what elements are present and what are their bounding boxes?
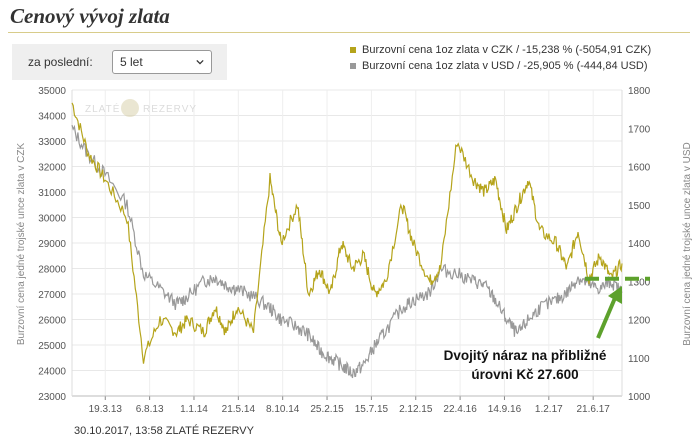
y-tick-label-right: 1200 [628, 316, 651, 327]
x-tick-label: 2.12.15 [399, 404, 433, 415]
x-tick-label: 6.8.13 [136, 404, 164, 415]
page-title: Cenový vývoj zlata [10, 4, 170, 28]
x-tick-label: 22.4.16 [443, 404, 477, 415]
x-tick-label: 21.6.17 [576, 404, 610, 415]
y-tick-label-right: 1000 [628, 392, 651, 403]
x-tick-label: 21.5.14 [222, 404, 256, 415]
watermark: ZLATÉ REZERVY [85, 99, 197, 117]
y-tick-label-right: 1300 [628, 277, 651, 288]
x-tick-label: 8.10.14 [266, 404, 300, 415]
period-label: za poslední: [28, 55, 93, 69]
logo-icon [121, 99, 139, 117]
legend-label-usd: Burzovní cena 1oz zlata v USD / -25,905 … [362, 60, 648, 72]
y-tick-label-left: 24000 [38, 367, 66, 378]
timestamp-footer: 30.10.2017, 13:58 ZLATÉ REZERVY [74, 425, 254, 437]
annotation-arrow [596, 297, 617, 339]
y-tick-label-right: 1100 [628, 354, 650, 365]
y-tick-label-left: 29000 [38, 239, 66, 250]
y-axis-label-right: Burzovní cena jedné trojské unce zlata v… [682, 142, 693, 345]
x-tick-label: 19.3.13 [89, 404, 123, 415]
y-axis-label-left: Burzovní cena jedné trojské unce zlata v… [16, 143, 27, 346]
legend-swatch-usd [350, 63, 356, 69]
annotation: Dvojitý náraz na přibližné úrovni Kč 27.… [420, 346, 630, 384]
chevron-down-icon [196, 59, 204, 65]
series-line-usd [71, 124, 623, 379]
annotation-arrowhead [608, 286, 622, 304]
y-tick-label-left: 25000 [38, 341, 66, 352]
y-tick-label-right: 1700 [628, 124, 651, 135]
watermark-text-left: ZLATÉ [85, 102, 120, 115]
period-filter: za poslední: 5 let [12, 44, 227, 80]
y-tick-label-right: 1600 [628, 163, 651, 174]
watermark-text-right: REZERVY [143, 104, 197, 115]
chart-grid [72, 89, 622, 397]
period-select-value: 5 let [120, 55, 143, 69]
y-tick-label-right: 1800 [628, 86, 651, 97]
legend-item-czk[interactable]: Burzovní cena 1oz zlata v CZK / -15,238 … [350, 42, 651, 58]
x-tick-label: 1.1.14 [180, 404, 208, 415]
title-divider [8, 32, 690, 33]
y-tick-label-right: 1400 [628, 239, 651, 250]
annotation-line-2: úrovni Kč 27.600 [471, 367, 579, 382]
y-tick-label-left: 30000 [38, 214, 66, 225]
y-tick-label-left: 32000 [38, 163, 66, 174]
legend: Burzovní cena 1oz zlata v CZK / -15,238 … [350, 42, 651, 74]
x-tick-label: 14.9.16 [488, 404, 522, 415]
y-tick-label-left: 33000 [38, 137, 66, 148]
x-tick-label: 15.7.15 [355, 404, 389, 415]
y-tick-label-left: 35000 [38, 86, 66, 97]
x-tick-label: 1.2.17 [535, 404, 563, 415]
legend-item-usd[interactable]: Burzovní cena 1oz zlata v USD / -25,905 … [350, 58, 651, 74]
y-tick-label-left: 34000 [38, 112, 66, 123]
series-line-czk [71, 102, 623, 364]
annotation-line-1: Dvojitý náraz na přibližné [443, 348, 607, 363]
legend-label-czk: Burzovní cena 1oz zlata v CZK / -15,238 … [362, 44, 652, 56]
period-select[interactable]: 5 let [112, 50, 212, 74]
y-tick-label-left: 28000 [38, 265, 66, 276]
y-tick-label-left: 31000 [38, 188, 66, 199]
y-tick-label-left: 27000 [38, 290, 66, 301]
y-tick-label-left: 23000 [38, 392, 66, 403]
x-tick-label: 25.2.15 [310, 404, 344, 415]
y-tick-label-left: 26000 [38, 316, 66, 327]
legend-swatch-czk [350, 47, 356, 53]
y-tick-label-right: 1500 [628, 201, 651, 212]
